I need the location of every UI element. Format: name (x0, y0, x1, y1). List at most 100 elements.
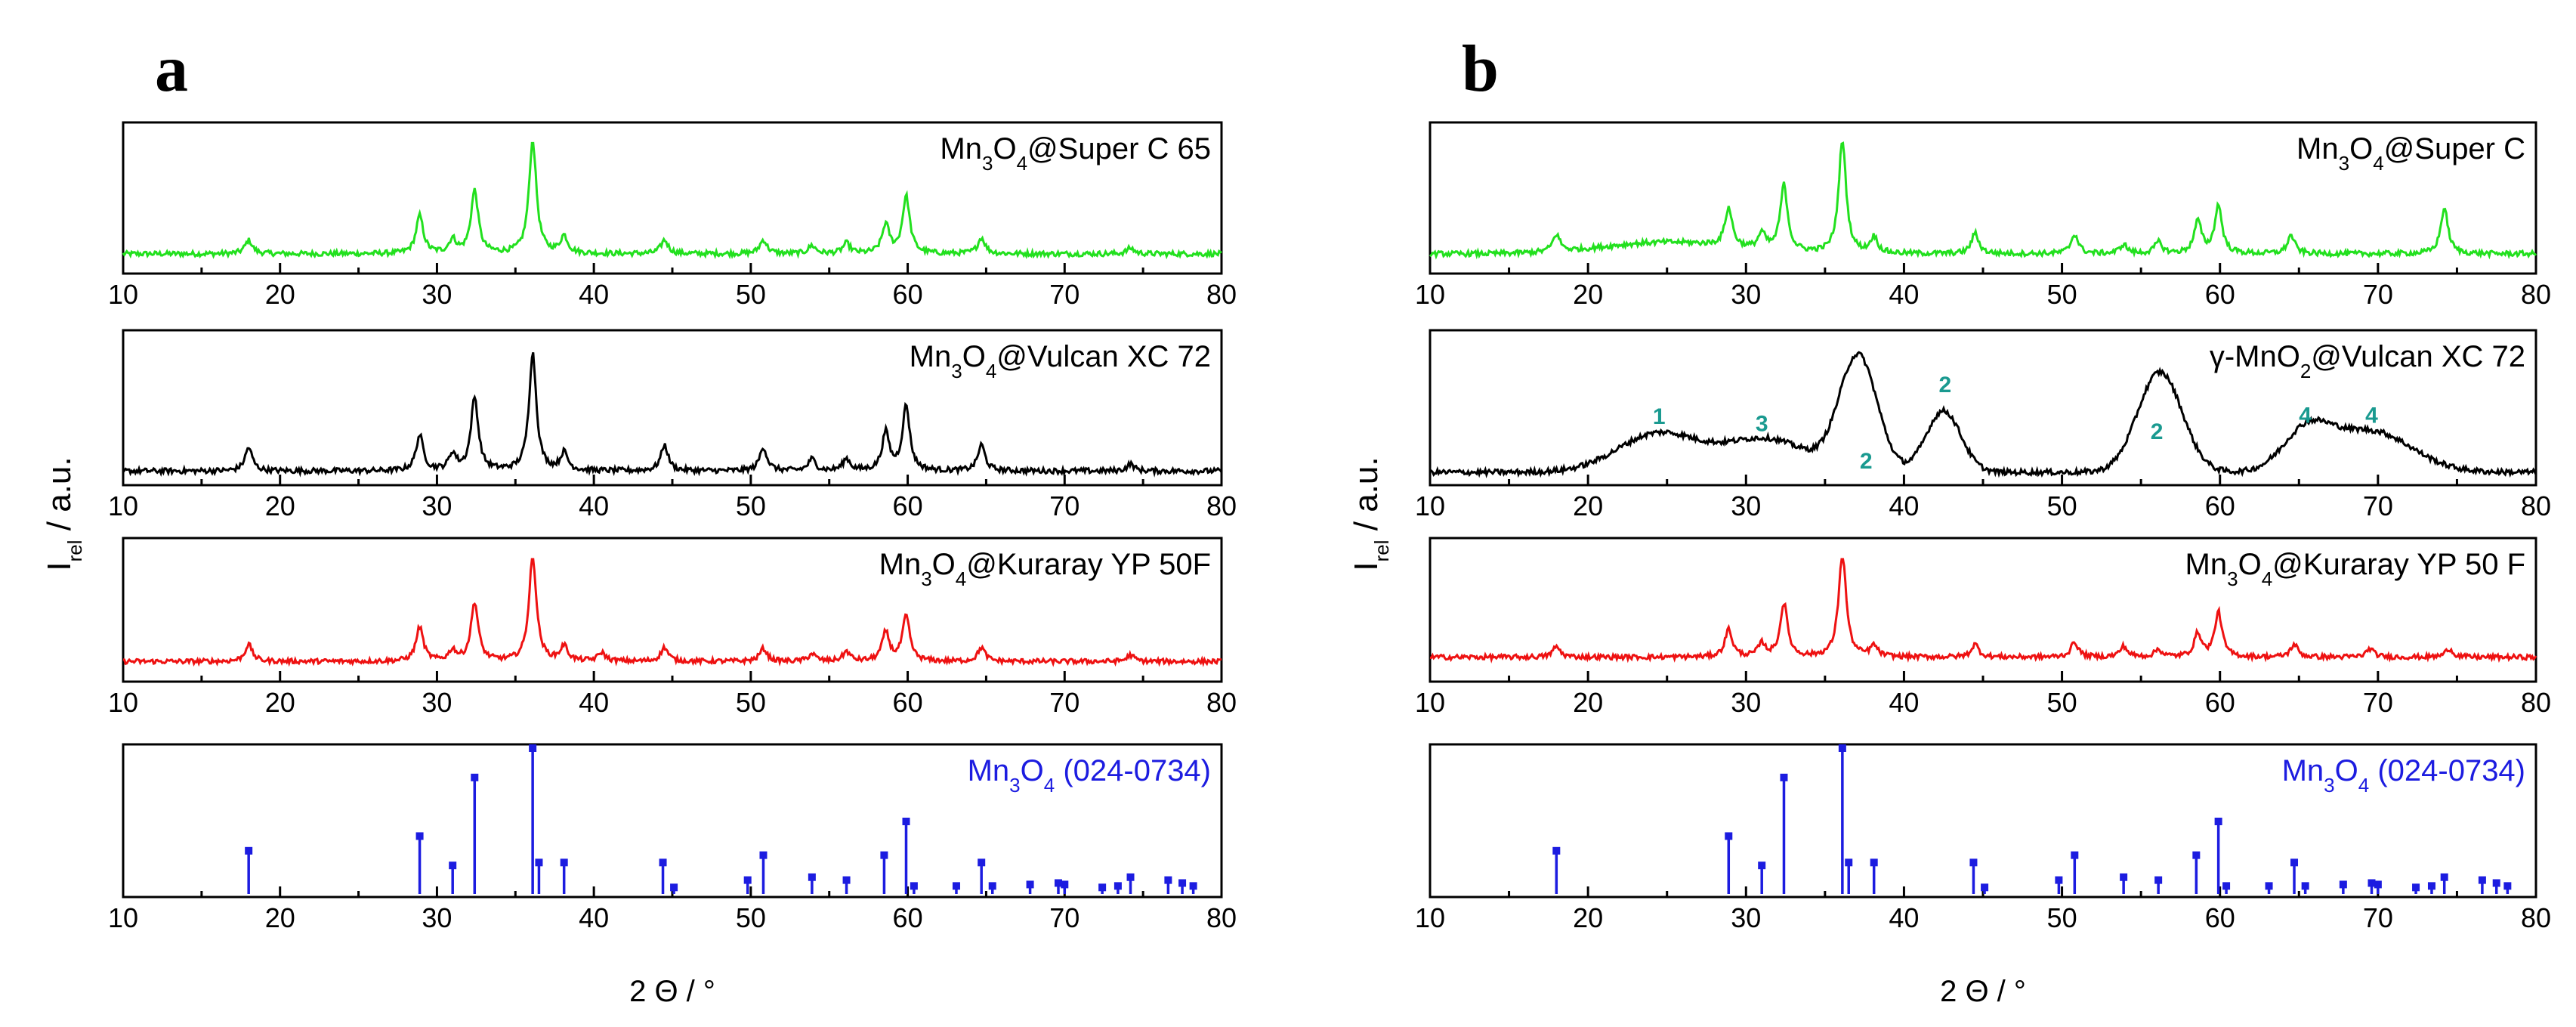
reference-bar-marker (1189, 882, 1197, 890)
series-line (1429, 351, 2537, 479)
series-line (1429, 141, 2537, 260)
panel-label-a: a (155, 32, 188, 106)
reference-bar-marker (2427, 882, 2435, 890)
reference-bar-marker (2055, 876, 2063, 884)
x-tick-label: 50 (2047, 279, 2077, 310)
reference-bar-marker (1026, 880, 1034, 889)
x-tick-label: 70 (1049, 902, 1080, 933)
reference-bar-marker (2492, 879, 2500, 887)
x-tick-label: 10 (108, 902, 138, 933)
x-tick-label: 10 (108, 490, 138, 521)
x-tick-label: 60 (893, 490, 923, 521)
x-tick-label: 40 (579, 687, 609, 718)
x-tick-label: 10 (1415, 490, 1445, 521)
x-tick-label: 60 (893, 279, 923, 310)
x-tick-label: 70 (2363, 902, 2393, 933)
x-tick-label: 20 (1573, 279, 1603, 310)
x-tick-label: 30 (1731, 687, 1761, 718)
x-tick-label: 60 (2205, 687, 2235, 718)
x-tick-label: 40 (1889, 902, 1919, 933)
x-tick-label: 80 (2521, 902, 2551, 933)
x-tick-label: 20 (265, 902, 295, 933)
reference-bar-marker (2503, 882, 2512, 890)
x-tick-label: 10 (1415, 279, 1445, 310)
reference-bar-marker (1870, 858, 1878, 867)
x-tick-label: 10 (1415, 902, 1445, 933)
reference-bar-marker (415, 832, 424, 840)
reference-bar-marker (978, 858, 986, 867)
series-label: Mn3O4 (024-0734) (2282, 754, 2525, 797)
chart-b-row-3: 10 20 30 40 50 60 70 80 Mn3O4@Kuraray YP 50 F (1415, 537, 2551, 718)
reference-bar-marker (759, 851, 768, 859)
peak-annotation: 4 (2299, 403, 2312, 428)
reference-bar-marker (1981, 883, 1989, 892)
x-tick-label: 80 (1206, 279, 1237, 310)
x-tick-label: 30 (1731, 490, 1761, 521)
x-tick-label: 20 (1573, 902, 1603, 933)
chart-a-row-2: 10 20 30 40 50 60 70 80 Mn3O4@Vulcan XC 72 (108, 329, 1237, 521)
reference-bar-marker (2412, 883, 2420, 892)
x-tick-label: 40 (1889, 279, 1919, 310)
x-tick-label: 40 (1889, 687, 1919, 718)
x-axis-title: 2 Θ / ° (1940, 975, 2026, 1008)
x-tick-label: 80 (2521, 490, 2551, 521)
reference-bar-marker (659, 858, 667, 867)
x-tick-label: 20 (265, 490, 295, 521)
reference-bar-marker (2154, 876, 2163, 884)
series-label: Mn3O4@Vulcan XC 72 (910, 340, 1211, 382)
reference-bar-marker (880, 851, 888, 859)
x-tick-label: 50 (736, 279, 766, 310)
x-tick-label: 30 (422, 279, 452, 310)
panel-label-b: b (1462, 32, 1499, 106)
reference-bar-marker (988, 882, 996, 890)
x-tick-label: 50 (736, 490, 766, 521)
x-tick-label: 60 (893, 687, 923, 718)
x-tick-label: 80 (2521, 279, 2551, 310)
series-label: Mn3O4@Super C (2296, 132, 2525, 175)
x-tick-label: 50 (2047, 902, 2077, 933)
reference-bar-marker (1178, 879, 1187, 887)
reference-bar-marker (449, 862, 457, 870)
reference-bar-marker (670, 883, 678, 892)
x-tick-label: 20 (265, 687, 295, 718)
chart-a-row-3: 10 20 30 40 50 60 70 80 Mn3O4@Kuraray YP 50F (108, 537, 1237, 718)
reference-bar-marker (2368, 879, 2376, 887)
x-tick-label: 30 (422, 490, 452, 521)
x-tick-label: 30 (1731, 279, 1761, 310)
x-tick-label: 10 (108, 687, 138, 718)
reference-bar-marker (560, 858, 568, 867)
series-label: Mn3O4@Kuraray YP 50F (879, 548, 1211, 590)
reference-bar-marker (1758, 862, 1766, 870)
x-tick-label: 70 (2363, 279, 2393, 310)
reference-bar-marker (952, 882, 960, 890)
reference-bar-marker (2478, 876, 2486, 884)
reference-bar-marker (2120, 873, 2128, 881)
peak-annotation: 2 (1938, 373, 1951, 397)
series-label: Mn3O4@Kuraray YP 50 F (2185, 548, 2525, 590)
reference-bar-marker (1054, 879, 1062, 887)
x-tick-label: 70 (1049, 490, 1080, 521)
reference-bar-marker (808, 873, 816, 881)
x-tick-label: 20 (1573, 687, 1603, 718)
reference-bar-marker (2192, 851, 2201, 859)
reference-bar-marker (1838, 744, 1846, 752)
reference-bar-marker (2214, 818, 2222, 825)
series-label: Mn3O4 (024-0734) (968, 754, 1211, 797)
reference-bar-marker (902, 818, 910, 825)
x-tick-label: 60 (893, 902, 923, 933)
x-tick-label: 50 (736, 687, 766, 718)
x-tick-label: 80 (2521, 687, 2551, 718)
y-axis-title: Irel / a.u. (1348, 456, 1393, 571)
x-axis-title: 2 Θ / ° (629, 975, 715, 1008)
x-tick-label: 50 (2047, 687, 2077, 718)
x-tick-label: 30 (422, 687, 452, 718)
reference-bar-marker (1098, 883, 1107, 892)
x-tick-label: 50 (736, 902, 766, 933)
reference-bar-marker (1969, 858, 1978, 867)
reference-bar-marker (2374, 880, 2382, 889)
reference-bar-marker (2290, 858, 2299, 867)
x-tick-label: 20 (1573, 490, 1603, 521)
series-label: Mn3O4@Super C 65 (940, 132, 1211, 175)
x-tick-label: 80 (1206, 902, 1237, 933)
